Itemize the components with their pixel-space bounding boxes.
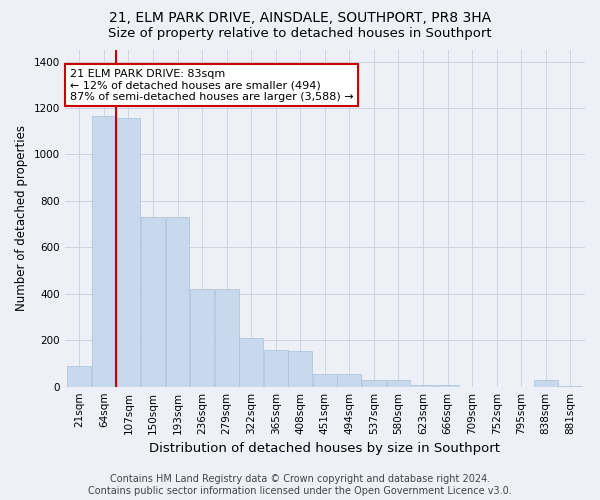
Bar xyxy=(166,217,190,386)
Bar xyxy=(337,374,361,386)
Text: Size of property relative to detached houses in Southport: Size of property relative to detached ho… xyxy=(108,27,492,40)
Bar xyxy=(215,289,239,386)
Bar xyxy=(362,380,386,386)
Bar xyxy=(313,374,337,386)
Bar xyxy=(386,380,410,386)
Text: 21 ELM PARK DRIVE: 83sqm
← 12% of detached houses are smaller (494)
87% of semi-: 21 ELM PARK DRIVE: 83sqm ← 12% of detach… xyxy=(70,68,353,102)
Bar xyxy=(239,338,263,386)
Bar xyxy=(116,118,140,386)
Bar xyxy=(436,385,460,386)
Bar xyxy=(141,217,165,386)
Bar xyxy=(190,289,214,386)
Y-axis label: Number of detached properties: Number of detached properties xyxy=(15,126,28,312)
Bar xyxy=(411,385,435,386)
Text: Contains HM Land Registry data © Crown copyright and database right 2024.
Contai: Contains HM Land Registry data © Crown c… xyxy=(88,474,512,496)
Bar xyxy=(534,380,557,386)
Bar xyxy=(67,366,91,386)
Bar xyxy=(264,350,287,387)
Text: 21, ELM PARK DRIVE, AINSDALE, SOUTHPORT, PR8 3HA: 21, ELM PARK DRIVE, AINSDALE, SOUTHPORT,… xyxy=(109,12,491,26)
Bar xyxy=(92,116,116,386)
Bar xyxy=(289,350,312,386)
X-axis label: Distribution of detached houses by size in Southport: Distribution of detached houses by size … xyxy=(149,442,500,455)
